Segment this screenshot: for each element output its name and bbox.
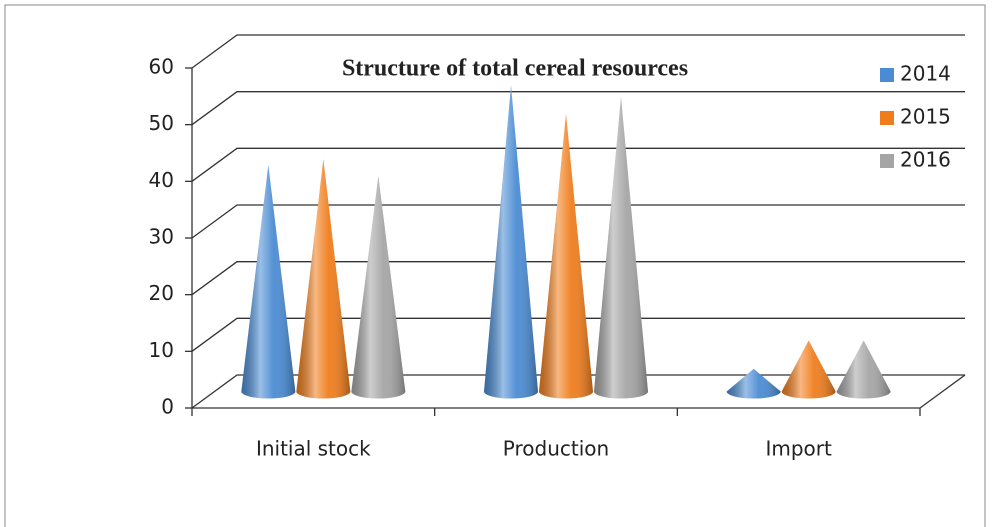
cone-shade [836, 340, 891, 399]
cone-shade [726, 368, 781, 399]
grid-line [191, 147, 965, 182]
cone-shade [241, 164, 296, 399]
y-tick-label: 0 [161, 395, 174, 419]
y-tick-label: 10 [149, 338, 174, 362]
legend-swatch [880, 111, 894, 125]
cone-shade [484, 85, 538, 399]
legend-label: 2014 [900, 62, 951, 86]
legend-swatch [880, 68, 894, 82]
cone-shade [594, 96, 648, 399]
cone-shade [351, 176, 406, 399]
grid-line [191, 204, 965, 239]
y-tick-label: 50 [149, 111, 174, 135]
legend-swatch [880, 154, 894, 168]
x-tick-label: Production [503, 437, 609, 461]
y-tick-label: 30 [149, 225, 174, 249]
cone-shade [781, 340, 836, 399]
legend-label: 2016 [900, 148, 951, 172]
y-tick-label: 60 [149, 55, 174, 79]
grid-line [191, 317, 965, 352]
y-tick-label: 20 [149, 281, 174, 305]
y-tick-label: 40 [149, 168, 174, 192]
grid-line [191, 34, 965, 69]
grid-line [191, 261, 965, 296]
x-tick-label: Initial stock [256, 437, 371, 461]
cone-shade [296, 159, 351, 399]
grid-line [191, 91, 965, 126]
legend-label: 2015 [900, 105, 951, 129]
frame [4, 4, 986, 527]
grid-line [191, 374, 965, 409]
cone-shade [539, 113, 593, 399]
chart-title: Structure of total cereal resources [342, 56, 688, 82]
x-tick-label: Import [765, 437, 832, 461]
